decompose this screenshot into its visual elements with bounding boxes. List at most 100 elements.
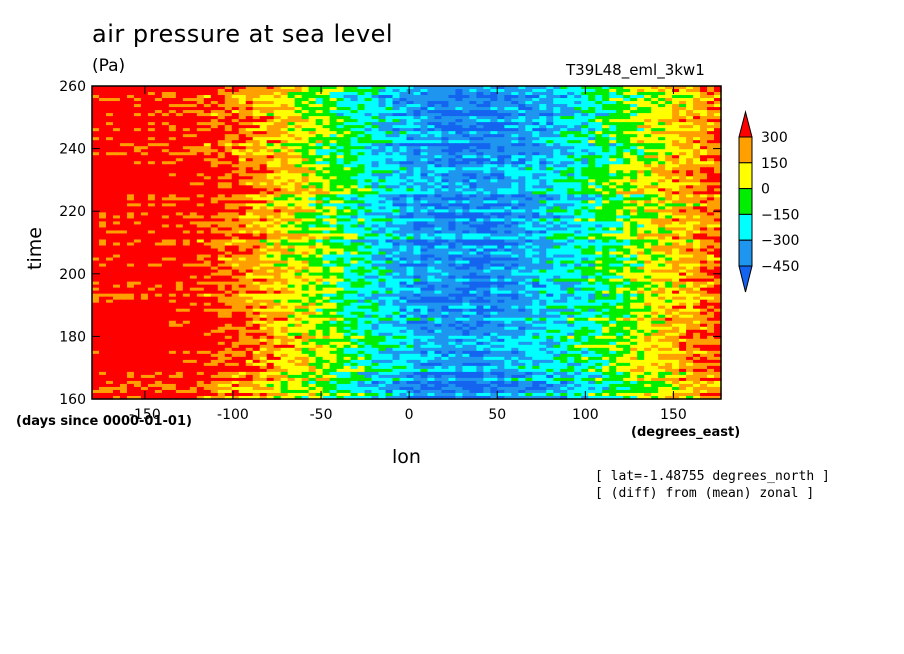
heatmap-cell [147,164,156,168]
heatmap-cell [406,92,415,96]
heatmap-cell [154,86,163,90]
heatmap-cell [329,131,338,135]
heatmap-cell [119,161,128,165]
heatmap-cell [504,197,512,201]
heatmap-cell [112,215,121,220]
heatmap-cell [434,158,443,162]
heatmap-cell [399,239,408,244]
heatmap-cell [322,191,331,195]
heatmap-cell [532,200,540,204]
heatmap-cell [259,167,268,171]
heatmap-cell [92,194,100,198]
heatmap-cell [616,89,624,93]
heatmap-cell [679,236,687,241]
heatmap-cell [637,176,645,180]
heatmap-cell [448,200,457,204]
heatmap-cell [630,134,638,138]
heatmap-cell [224,215,233,220]
heatmap-cell [259,218,268,223]
heatmap-cell [399,140,408,144]
heatmap-cell [210,248,219,253]
heatmap-cell [217,101,226,105]
heatmap-cell [133,101,142,105]
heatmap-cell [483,242,491,247]
heatmap-cell [92,248,100,253]
heatmap-cell [525,140,533,144]
heatmap-cell [462,140,470,144]
heatmap-cell [476,182,484,186]
heatmap-cell [357,215,366,220]
heatmap-cell [532,161,540,165]
heatmap-cell [462,197,470,201]
heatmap-cell [567,137,575,141]
heatmap-cell [497,128,505,132]
heatmap-cell [364,209,373,213]
heatmap-cell [259,140,268,144]
heatmap-cell [497,221,505,226]
heatmap-cell [92,179,100,183]
heatmap-cell [175,239,184,244]
heatmap-cell [315,137,324,141]
heatmap-cell [112,95,121,99]
heatmap-cell [252,209,261,213]
heatmap-cell [315,131,324,135]
heatmap-cell [651,185,659,189]
heatmap-cell [679,206,687,210]
heatmap-cell [672,95,680,99]
heatmap-cell [301,206,310,210]
heatmap-cell [287,200,296,204]
heatmap-cell [168,170,177,174]
heatmap-cell [602,170,610,174]
heatmap-cell [287,107,296,111]
heatmap-cell [119,248,128,253]
heatmap-cell [224,164,233,168]
heatmap-cell [707,143,715,147]
heatmap-cell [567,125,575,129]
heatmap-cell [609,113,617,117]
heatmap-cell [266,161,275,165]
heatmap-cell [469,146,477,150]
heatmap-cell [126,218,135,223]
heatmap-cell [294,185,303,189]
heatmap-cell [672,188,680,192]
heatmap-cell [287,125,296,129]
heatmap-cell [280,119,289,123]
heatmap-cell [175,107,184,111]
heatmap-cell [553,98,561,102]
heatmap-cell [266,236,275,241]
heatmap-cell [336,131,345,135]
heatmap-cell [518,116,526,120]
heatmap-cell [287,98,296,102]
heatmap-cell [490,107,498,111]
heatmap-cell [567,122,575,126]
heatmap-cell [427,116,436,120]
heatmap-cell [406,239,415,244]
heatmap-cell [154,140,163,144]
heatmap-cell [637,236,645,241]
heatmap-cell [497,188,505,192]
heatmap-cell [189,197,198,201]
heatmap-cell [364,92,373,96]
heatmap-cell [399,89,408,93]
heatmap-cell [546,212,554,217]
heatmap-cell [623,224,631,229]
heatmap-cell [357,152,366,156]
heatmap-cell [686,230,694,235]
heatmap-cell [280,215,289,220]
heatmap-cell [413,98,422,102]
heatmap-cell [644,155,652,159]
heatmap-cell [252,248,261,253]
heatmap-cell [693,164,701,168]
heatmap-cell [525,95,533,99]
heatmap-cell [707,173,715,177]
heatmap-cell [357,203,366,207]
heatmap-cell [203,227,212,232]
heatmap-cell [92,116,100,120]
heatmap-cell [658,92,666,96]
heatmap-cell [231,215,240,220]
heatmap-cell [427,110,436,114]
heatmap-cell [413,179,422,183]
heatmap-cell [553,188,561,192]
heatmap-cell [133,149,142,153]
heatmap-cell [350,143,359,147]
